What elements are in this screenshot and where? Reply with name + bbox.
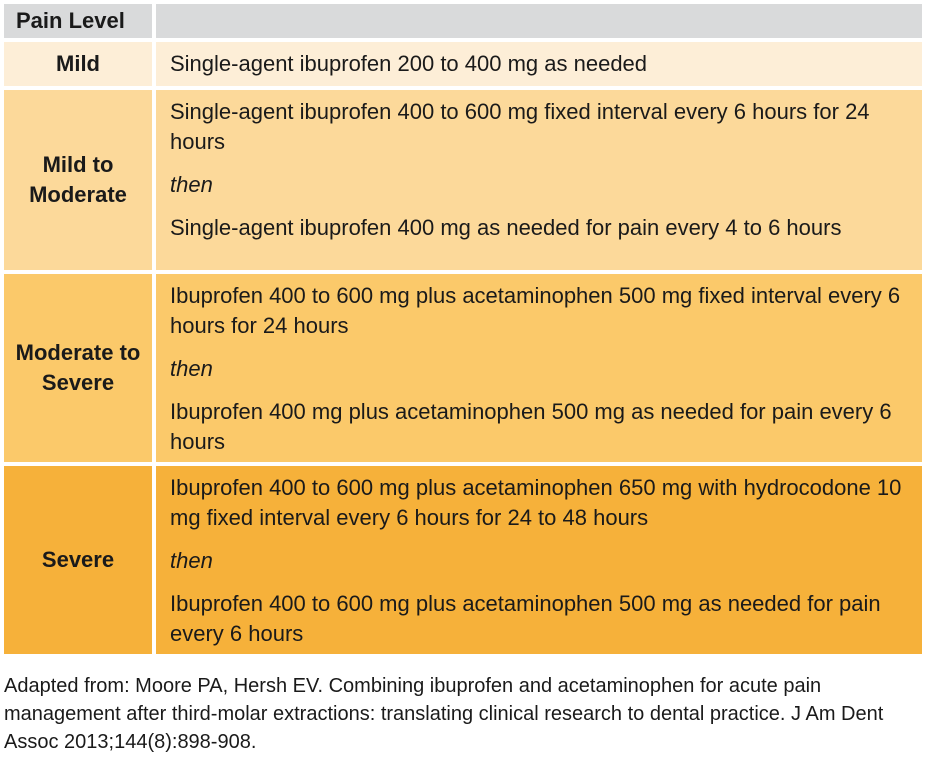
table-row: Moderate to Severe Ibuprofen 400 to 600 …: [4, 274, 922, 462]
treatment-cell: Ibuprofen 400 to 600 mg plus acetaminoph…: [156, 274, 922, 462]
pain-level-cell: Severe: [4, 466, 152, 654]
table-row: Mild to Moderate Single-agent ibuprofen …: [4, 90, 922, 270]
then-connector: then: [170, 548, 213, 573]
treatment-cell: Single-agent ibuprofen 200 to 400 mg as …: [156, 42, 922, 86]
treatment-text: Ibuprofen 400 to 600 mg plus acetaminoph…: [170, 591, 881, 646]
treatment-cell: Single-agent ibuprofen 400 to 600 mg fix…: [156, 90, 922, 270]
pain-level-cell: Moderate to Severe: [4, 274, 152, 462]
pain-level-label: Severe: [41, 547, 115, 572]
table-row: Severe Ibuprofen 400 to 600 mg plus acet…: [4, 466, 922, 654]
pain-level-column-header: Pain Level: [4, 4, 152, 38]
table-row: Mild Single-agent ibuprofen 200 to 400 m…: [4, 42, 922, 86]
pain-level-label: Mild: [56, 51, 100, 76]
pain-level-cell: Mild to Moderate: [4, 90, 152, 270]
treatment-text: Single-agent ibuprofen 200 to 400 mg as …: [170, 51, 648, 76]
citation-footnote: Adapted from: Moore PA, Hersh EV. Combin…: [4, 675, 884, 753]
pain-level-cell: Mild: [4, 42, 152, 86]
treatment-text: Ibuprofen 400 to 600 mg plus acetaminoph…: [170, 283, 901, 338]
pain-level-label: Moderate to Severe: [15, 340, 141, 395]
then-connector: then: [170, 356, 213, 381]
treatment-text: Single-agent ibuprofen 400 mg as needed …: [170, 215, 842, 240]
treatment-cell: Ibuprofen 400 to 600 mg plus acetaminoph…: [156, 466, 922, 654]
then-connector: then: [170, 172, 213, 197]
treatment-text: Ibuprofen 400 to 600 mg plus acetaminoph…: [170, 475, 902, 530]
pain-level-label: Mild to Moderate: [29, 152, 127, 207]
table-header-row: Pain Level: [4, 4, 922, 38]
pain-management-table: Pain Level Mild Single-agent ibuprofen 2…: [4, 4, 922, 654]
table-body: Mild Single-agent ibuprofen 200 to 400 m…: [4, 42, 922, 654]
treatment-text: Ibuprofen 400 mg plus acetaminophen 500 …: [170, 399, 892, 454]
treatment-text: Single-agent ibuprofen 400 to 600 mg fix…: [170, 99, 870, 154]
treatment-column-header: [156, 4, 922, 38]
